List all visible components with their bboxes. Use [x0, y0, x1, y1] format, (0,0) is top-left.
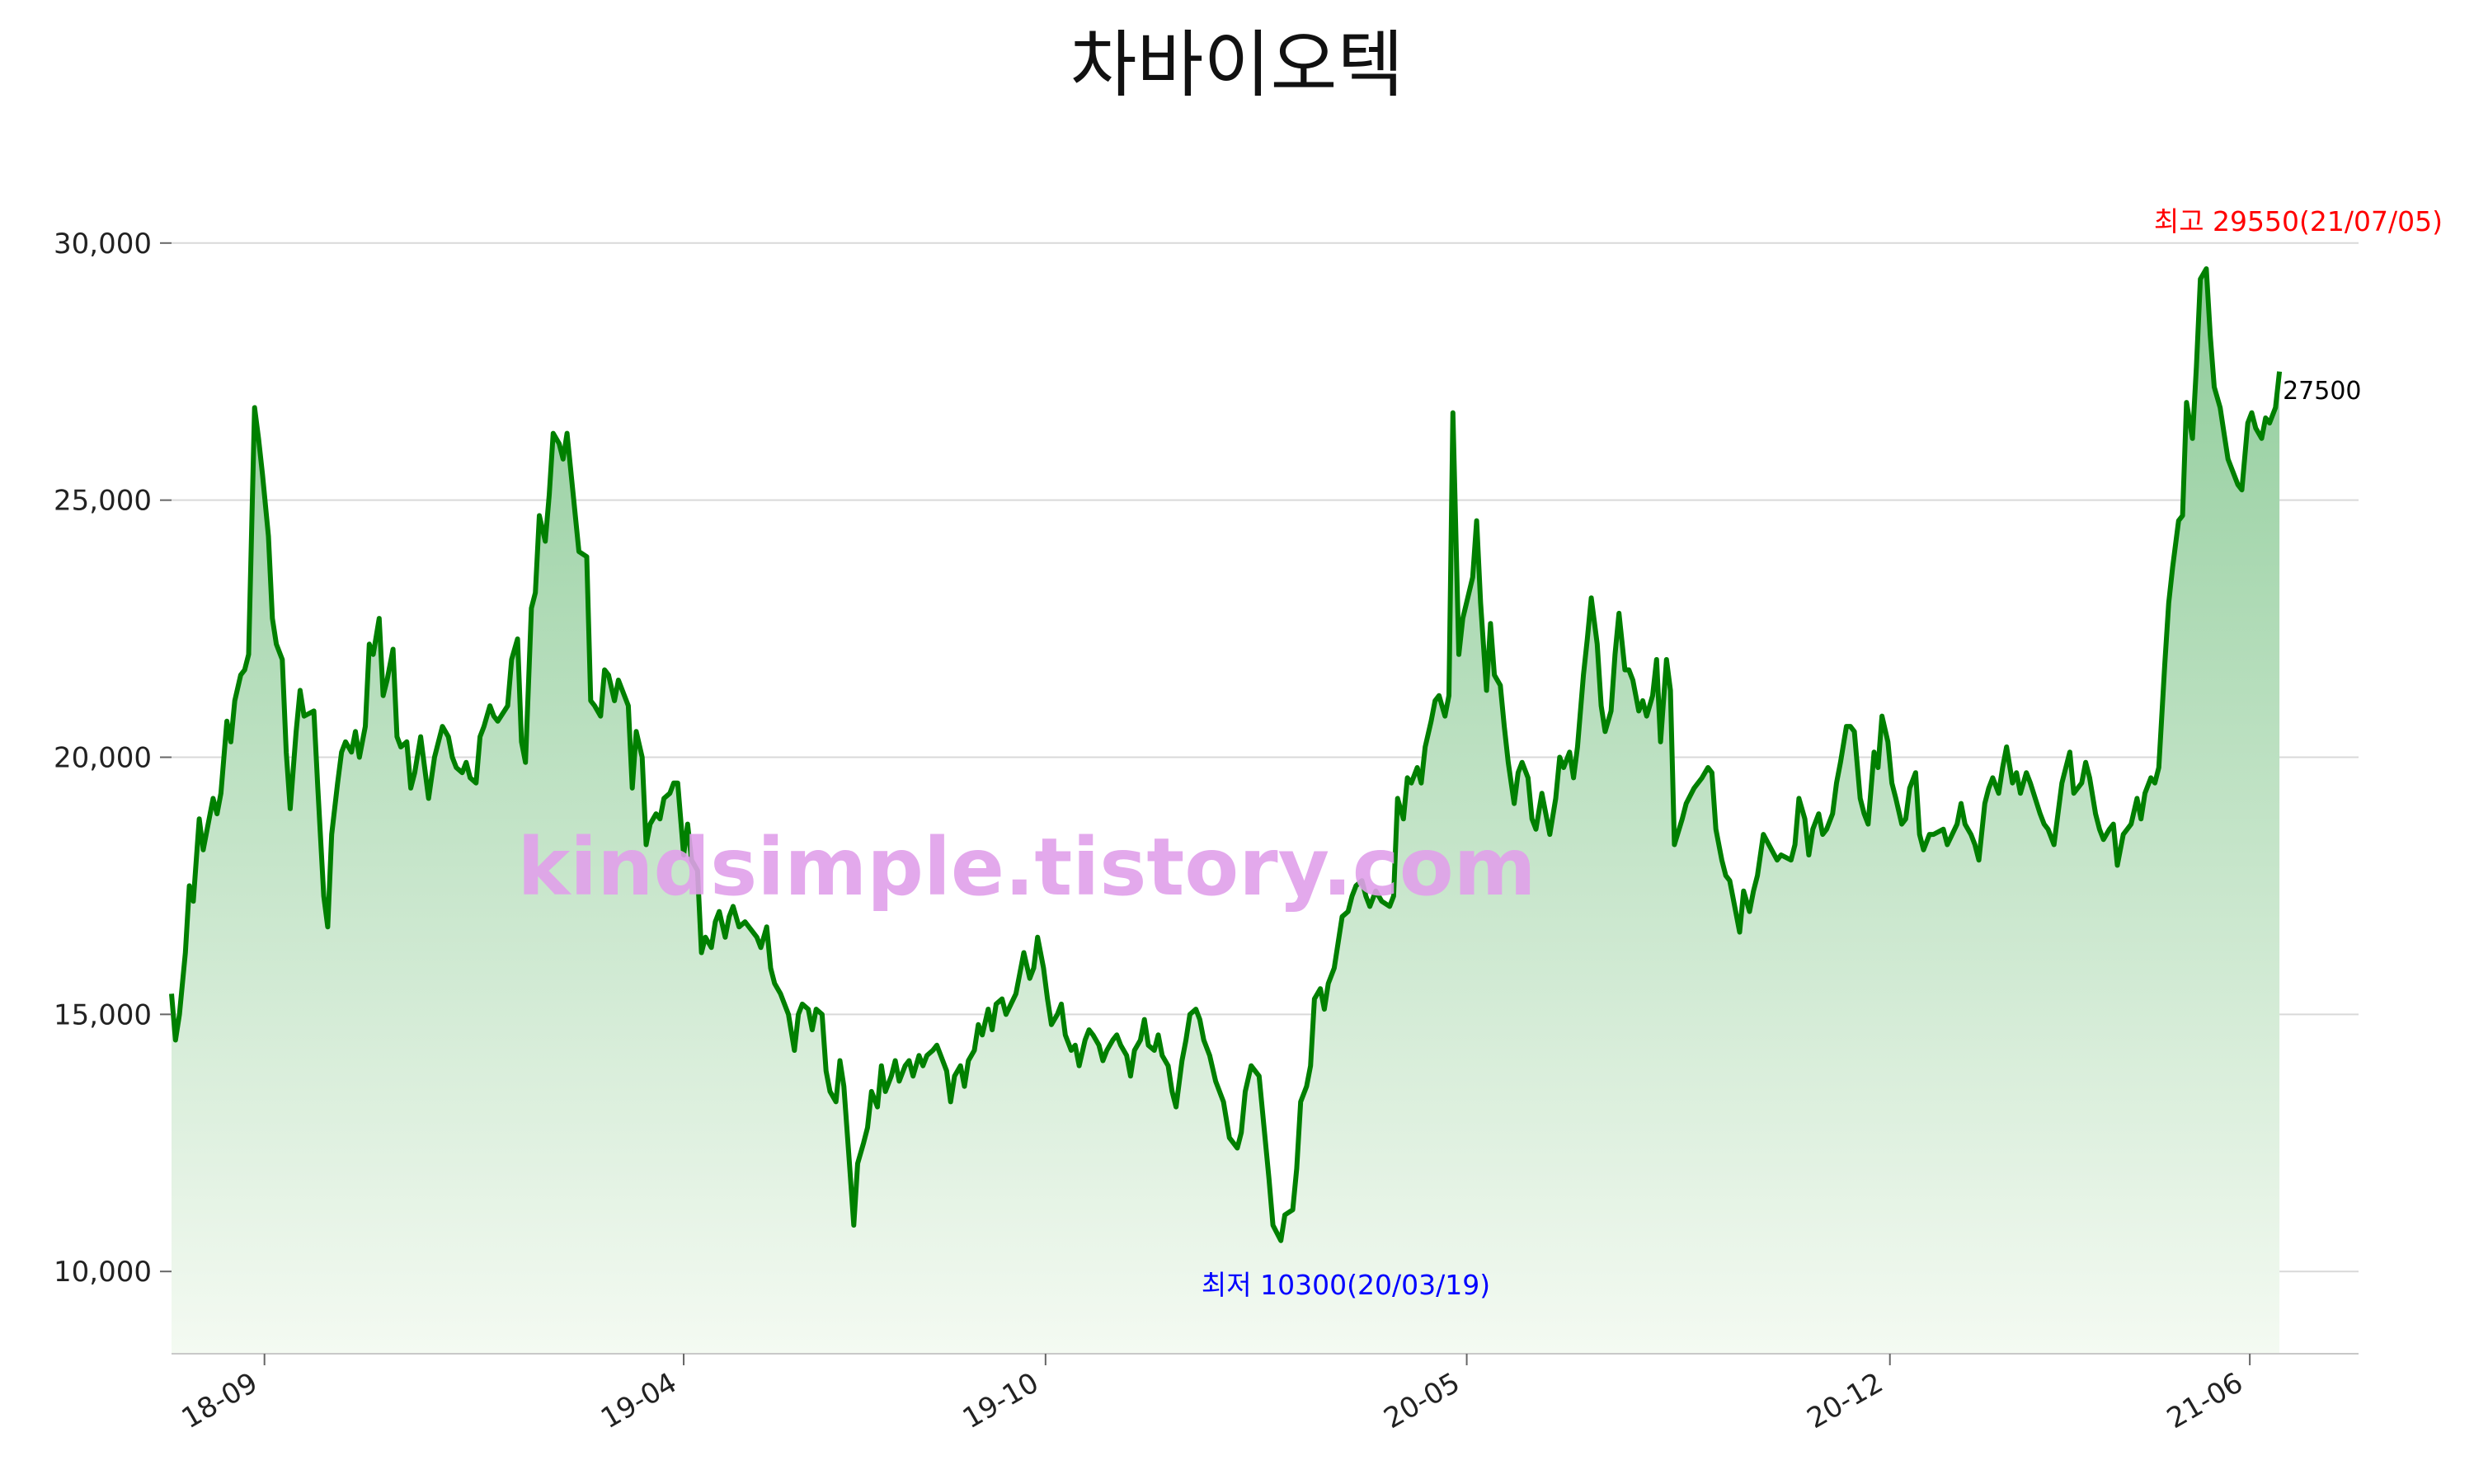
y-tick-label: 10,000 [54, 1256, 152, 1289]
y-tick-label: 30,000 [54, 228, 152, 261]
last-price-annotation: 27500 [2283, 377, 2361, 406]
y-axis: 10,000 15,000 20,000 25,000 30,000 [54, 228, 172, 1289]
x-tick-label: 20-12 [1802, 1366, 1889, 1435]
price-line [169, 266, 2283, 1243]
max-annotation: 최고 29550(21/07/05) [2154, 205, 2443, 237]
x-tick-label: 19-10 [957, 1366, 1045, 1435]
y-tick-label: 25,000 [54, 485, 152, 518]
min-annotation: 최저 10300(20/03/19) [1202, 1269, 1490, 1301]
x-tick-label: 21-06 [2161, 1366, 2249, 1435]
x-tick-label: 18-09 [176, 1366, 264, 1435]
chart-title: 차바이오텍 [1070, 22, 1404, 107]
price-area-fill [172, 269, 2280, 1354]
y-tick-label: 15,000 [54, 998, 152, 1031]
watermark: kindsimple.tistory.com [517, 821, 1536, 913]
y-tick-label: 20,000 [54, 742, 152, 775]
x-tick-label: 19-04 [595, 1366, 683, 1435]
x-tick-label: 20-05 [1379, 1366, 1466, 1435]
x-axis: 18-09 19-04 19-10 20-05 20-12 21-06 [176, 1354, 2251, 1435]
